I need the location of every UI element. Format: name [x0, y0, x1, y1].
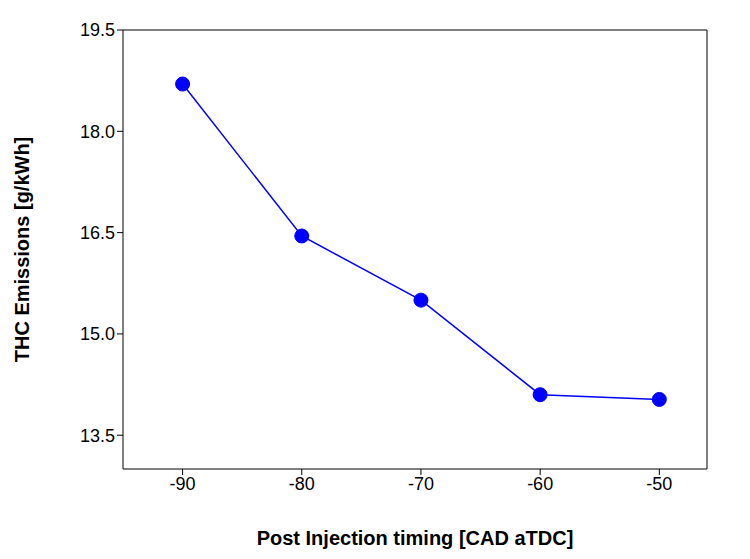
svg-text:-50: -50 [646, 474, 672, 494]
svg-text:16.5: 16.5 [80, 223, 115, 243]
svg-text:-70: -70 [408, 474, 434, 494]
svg-text:15.0: 15.0 [80, 324, 115, 344]
svg-text:18.0: 18.0 [80, 122, 115, 142]
svg-text:-60: -60 [527, 474, 553, 494]
svg-text:Post Injection timing [CAD aTD: Post Injection timing [CAD aTDC] [257, 527, 574, 549]
svg-text:-80: -80 [289, 474, 315, 494]
svg-text:13.5: 13.5 [80, 426, 115, 446]
svg-text:THC Emissions [g/kWh]: THC Emissions [g/kWh] [11, 137, 33, 363]
svg-text:-90: -90 [170, 474, 196, 494]
svg-text:19.5: 19.5 [80, 20, 115, 40]
